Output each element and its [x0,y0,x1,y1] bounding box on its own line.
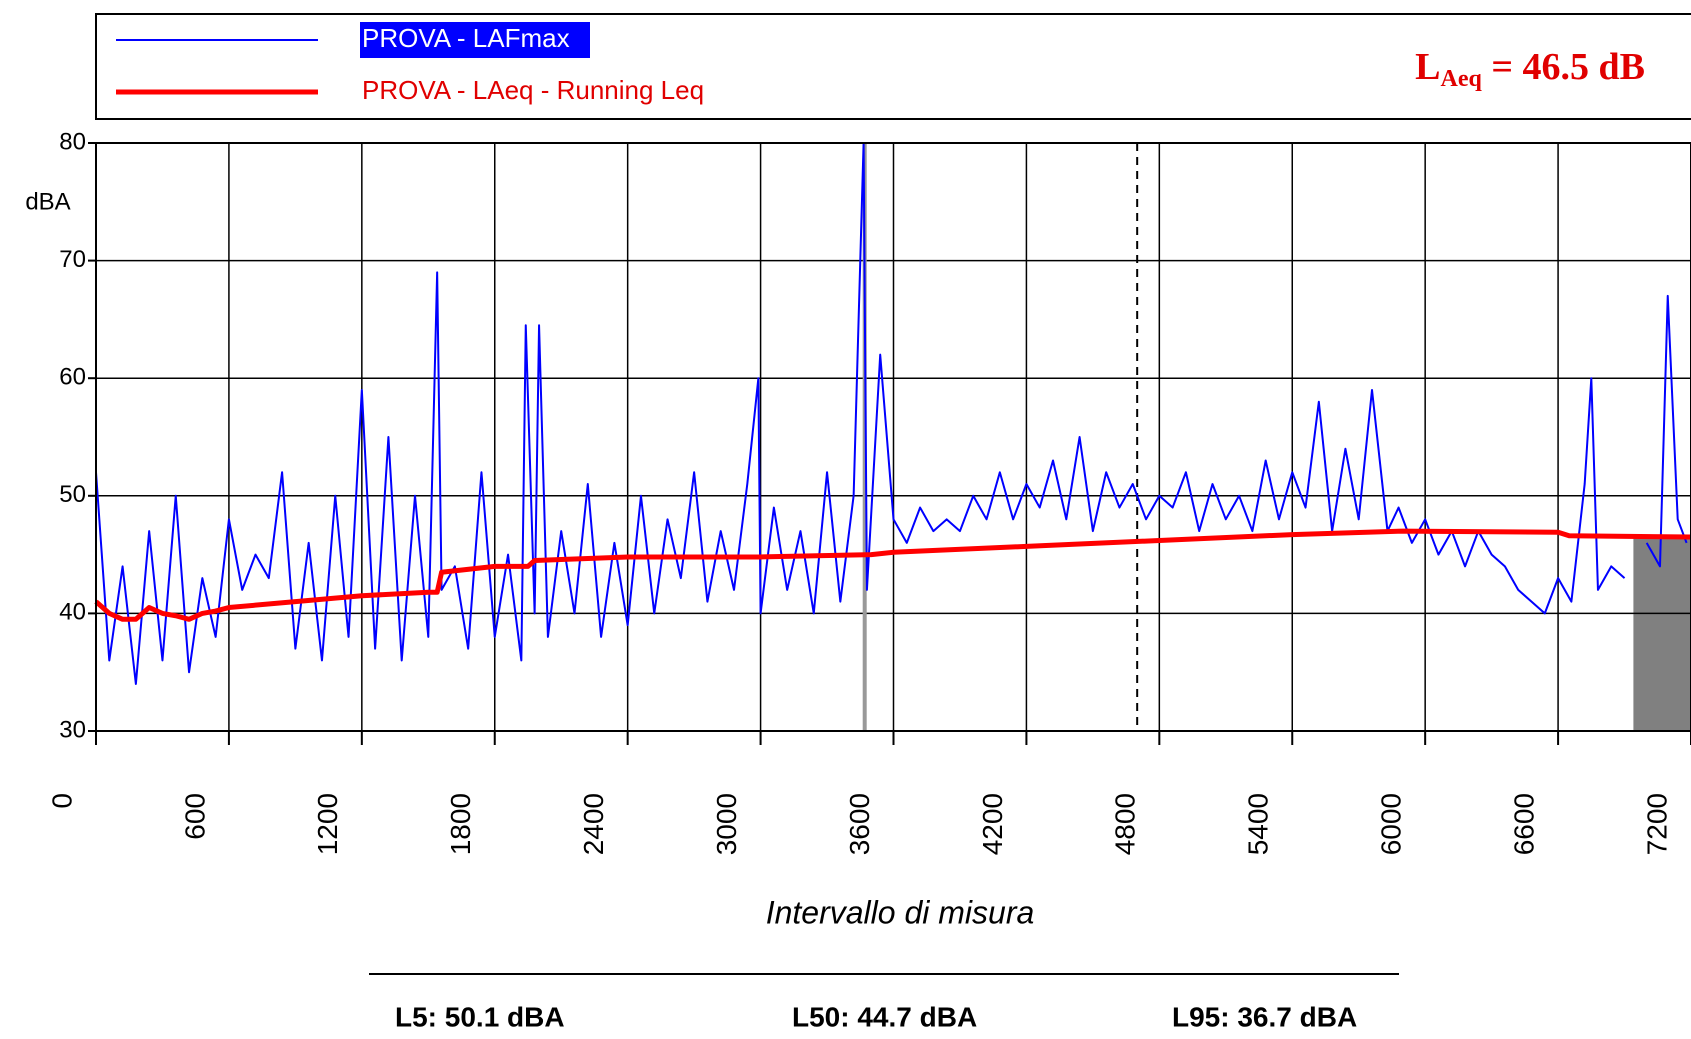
series-line [94,528,1691,622]
x-tick-label: 3000 [711,793,742,855]
x-tick-label: 4800 [1110,793,1141,855]
legend-label: PROVA - LAeq - Running Leq [362,75,704,105]
x-tick-label: 7200 [1641,793,1672,855]
shaded-region [1633,536,1691,731]
x-tick-label: 5400 [1243,793,1274,855]
plot-frame [95,142,1691,732]
ann-sub: Aeq [1441,66,1483,92]
y-tick-label: 50 [59,481,86,508]
series-line [1645,294,1688,568]
y-axis-label: dBA [25,188,70,215]
x-tick-label: 1800 [445,793,476,855]
y-tick-label: 70 [59,246,86,273]
ann-rest: = 46.5 dB [1482,46,1645,88]
x-tick-label: 2400 [578,793,609,855]
ann-main: L [1415,46,1440,88]
x-tick-label: 6600 [1508,793,1539,855]
legend-label: PROVA - LAFmax [362,23,570,53]
stat-label: L50: 44.7 dBA [792,1001,977,1032]
stat-label: L5: 50.1 dBA [395,1001,565,1032]
y-tick-label: 40 [59,599,86,626]
x-tick-label: 0 [46,793,77,809]
x-tick-label: 600 [179,793,210,840]
x-tick-label: 6000 [1376,793,1407,855]
x-tick-label: 1200 [312,793,343,855]
laeq-annotation: LAeq = 46.5 dB [1415,46,1645,92]
stat-label: L95: 36.7 dBA [1172,1001,1357,1032]
y-tick-label: 60 [59,364,86,391]
x-axis-label: Intervallo di misura [766,894,1035,930]
series-line [95,142,1626,685]
y-tick-label: 30 [59,716,86,743]
y-tick-label: 80 [59,128,86,155]
x-tick-label: 4200 [977,793,1008,855]
x-tick-label: 3600 [844,793,875,855]
legend-highlight [360,22,590,58]
